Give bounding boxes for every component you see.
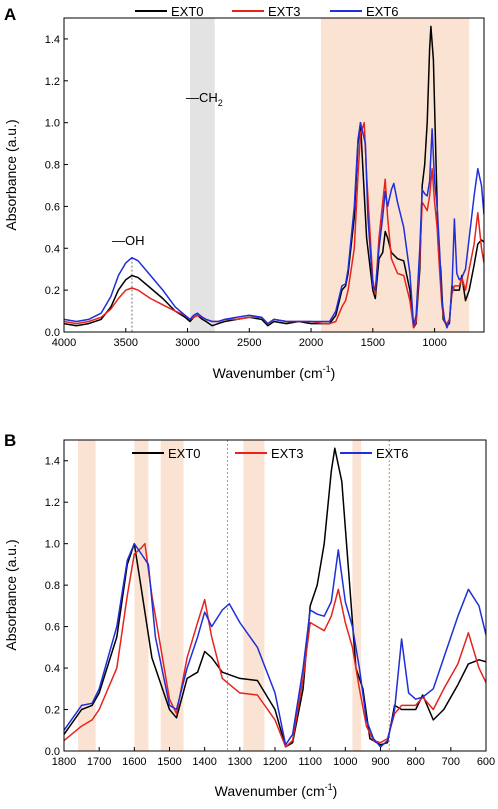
x-label-main-a: Wavenumber (cm (213, 365, 323, 381)
shaded-region-b-0 (78, 440, 96, 751)
y-tick-label-a: 0.6 (45, 201, 60, 213)
panel-label-b: B (4, 431, 16, 450)
annotation-ch2-sub: 2 (218, 98, 223, 108)
y-axis-b: 0.0 0.2 0.4 0.6 0.8 1.0 1.2 1.4 (45, 456, 68, 758)
x-tick-label-b: 800 (406, 756, 424, 768)
x-axis-label-b: Wavenumber (cm-1) (215, 782, 338, 799)
x-tick-label-a: 1000 (422, 337, 446, 349)
y-tick-label-b: 0.0 (45, 746, 60, 758)
x-axis-label-a: Wavenumber (cm-1) (213, 364, 336, 381)
y-tick-label-b: 0.2 (45, 705, 60, 717)
y-tick-label-a: 1.0 (45, 118, 60, 130)
chart-panel-a: A 4000 3500 3000 2500 2000 1500 1000 0.0 0.2 0.4… (3, 4, 485, 381)
x-tick-label-b: 1100 (298, 756, 322, 768)
shaded-region-b-1 (134, 440, 149, 751)
shaded-regions-a (190, 18, 470, 332)
legend-label-ext6-b: EXT6 (376, 446, 409, 461)
chart-panel-b: B 1800 1700 1600 1500 1400 1300 1200 1100 1000 90… (3, 431, 495, 799)
y-tick-label-b: 0.6 (45, 622, 60, 634)
x-axis-b: 1800 1700 1600 1500 1400 1300 1200 1100 1000 900 8… (52, 747, 495, 768)
y-tick-label-b: 0.8 (45, 580, 60, 592)
x-tick-label-b: 1500 (157, 756, 181, 768)
shaded-regions-b (78, 440, 362, 751)
legend-b: EXT0 EXT3 EXT6 (132, 446, 409, 461)
annotation-oh: —OH (112, 233, 145, 248)
plot-frame-a (63, 17, 485, 333)
x-label-sup-b: -1 (325, 782, 333, 792)
panel-label-a: A (4, 5, 16, 24)
annotation-ch2: —CH2 (186, 90, 223, 108)
y-tick-label-a: 0.4 (45, 243, 60, 255)
x-tick-label-a: 4000 (52, 337, 76, 349)
series-line-ext6-a (64, 121, 484, 329)
x-tick-label-b: 1300 (228, 756, 252, 768)
series-group-a (64, 25, 484, 329)
x-tick-label-b: 1700 (87, 756, 111, 768)
y-tick-label-a: 1.2 (45, 76, 60, 88)
x-tick-label-a: 3000 (175, 337, 199, 349)
x-tick-label-b: 600 (477, 756, 495, 768)
x-tick-label-b: 900 (371, 756, 389, 768)
legend-label-ext0-b: EXT0 (168, 446, 201, 461)
shaded-region-a-0 (190, 18, 215, 332)
y-tick-label-a: 1.4 (45, 34, 60, 46)
x-tick-label-a: 2000 (299, 337, 323, 349)
x-tick-label-b: 1200 (263, 756, 287, 768)
x-tick-label-a: 2500 (237, 337, 261, 349)
x-label-sup-a: -1 (323, 364, 331, 374)
x-tick-label-b: 1800 (52, 756, 76, 768)
x-tick-label-a: 1500 (361, 337, 385, 349)
y-tick-label-b: 1.4 (45, 456, 60, 468)
x-label-end-a: ) (331, 365, 336, 381)
x-tick-label-b: 1000 (333, 756, 357, 768)
y-tick-label-b: 0.4 (45, 663, 60, 675)
x-tick-label-b: 1600 (122, 756, 146, 768)
legend-label-ext3-a: EXT3 (268, 4, 301, 19)
x-tick-label-a: 3500 (114, 337, 138, 349)
x-tick-label-b: 700 (442, 756, 460, 768)
x-axis-a: 4000 3500 3000 2500 2000 1500 1000 (52, 328, 447, 349)
series-line-ext0-b (64, 447, 486, 748)
x-tick-label-b: 1400 (192, 756, 216, 768)
annotation-ch2-main: —CH (186, 90, 218, 105)
shaded-region-b-4 (352, 440, 362, 751)
y-tick-label-b: 1.2 (45, 497, 60, 509)
y-tick-label-b: 1.0 (45, 539, 60, 551)
y-tick-label-a: 0.0 (45, 327, 60, 339)
x-label-end-b: ) (333, 783, 338, 799)
y-axis-a: 0.0 0.2 0.4 0.6 0.8 1.0 1.2 1.4 (45, 34, 68, 339)
legend-label-ext6-a: EXT6 (366, 4, 399, 19)
shaded-region-b-2 (160, 440, 184, 751)
x-label-main-b: Wavenumber (cm (215, 783, 325, 799)
legend-label-ext3-b: EXT3 (271, 446, 304, 461)
y-tick-label-a: 0.2 (45, 285, 60, 297)
shaded-region-b-3 (243, 440, 265, 751)
legend-label-ext0-a: EXT0 (171, 4, 204, 19)
legend-a: EXT0 EXT3 EXT6 (135, 4, 399, 19)
y-axis-label-b: Absorbance (a.u.) (3, 539, 19, 650)
y-tick-label-a: 0.8 (45, 160, 60, 172)
series-line-ext6-b (64, 542, 486, 748)
series-group-b (64, 447, 486, 748)
series-line-ext3-b (64, 542, 486, 748)
y-axis-label-a: Absorbance (a.u.) (3, 119, 19, 230)
